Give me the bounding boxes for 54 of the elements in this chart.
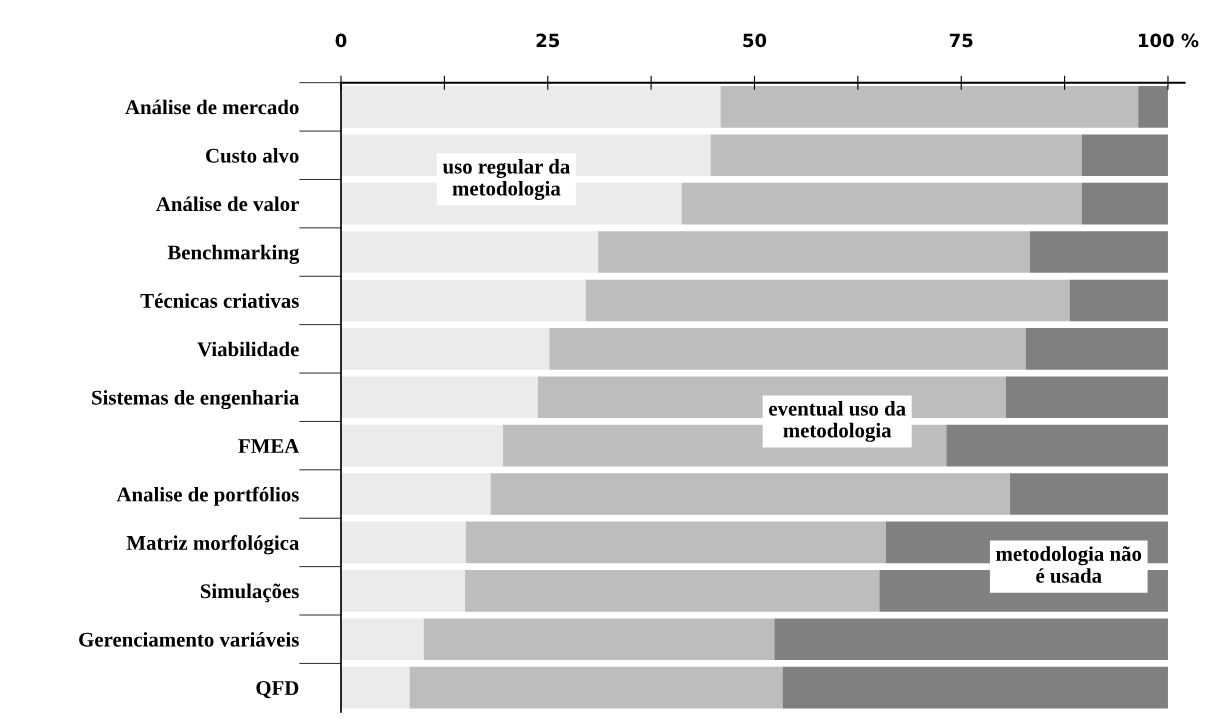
bar xyxy=(341,376,538,419)
bar xyxy=(341,473,491,515)
bar xyxy=(1138,86,1168,128)
bar xyxy=(341,618,424,661)
bar xyxy=(710,134,1082,177)
series-label: uso regular da metodologia xyxy=(442,158,570,200)
y-tick-label: Gerenciamento variáveis xyxy=(79,631,299,647)
bar xyxy=(1025,328,1168,370)
bar xyxy=(341,570,466,612)
y-tick-label: Análise de mercado xyxy=(125,99,299,115)
y-tick-label: Analise de portfólios xyxy=(116,486,299,506)
y-tick-label: Análise de valor xyxy=(156,196,299,212)
x-tick-label: 0 xyxy=(335,33,347,48)
bar xyxy=(549,328,1026,370)
y-tick-label: Técnicas criativas xyxy=(140,293,299,308)
bar xyxy=(465,521,886,564)
y-tick-label: FMEA xyxy=(238,439,300,453)
bar xyxy=(774,618,1168,661)
bar xyxy=(341,424,504,467)
y-tick-label: Viabilidade xyxy=(197,341,299,357)
bar xyxy=(1081,134,1168,177)
bar xyxy=(1005,376,1168,419)
bar xyxy=(782,666,1168,709)
y-tick-label: Custo alvo xyxy=(206,148,299,163)
bar xyxy=(1010,473,1168,515)
series-label: metodologia não é usada xyxy=(996,546,1142,583)
y-tick-label: QFD xyxy=(256,681,299,699)
bar xyxy=(1081,182,1168,225)
bar xyxy=(341,279,586,322)
bar xyxy=(341,86,721,128)
x-tick-label: 50 xyxy=(743,33,767,48)
bar xyxy=(341,328,550,370)
bar xyxy=(490,473,1011,515)
bar xyxy=(341,521,466,564)
bar xyxy=(409,666,783,709)
bar xyxy=(423,618,775,661)
bar xyxy=(341,231,599,273)
x-tick-label: 75 xyxy=(949,33,973,48)
bar xyxy=(341,666,410,709)
bar xyxy=(946,424,1168,467)
x-tick-label: 100 % xyxy=(1138,33,1199,48)
y-tick-label: Simulações xyxy=(200,583,299,603)
bar xyxy=(1069,279,1168,322)
y-tick-label: Matriz morfológica xyxy=(126,535,300,555)
bar xyxy=(598,231,1030,273)
bar xyxy=(1029,231,1168,273)
bar xyxy=(720,86,1139,128)
bar xyxy=(465,570,880,612)
x-tick-label: 25 xyxy=(536,33,560,48)
bar xyxy=(585,279,1070,322)
y-tick-label: Sistemas de engenharia xyxy=(92,390,300,410)
bar xyxy=(681,182,1082,225)
y-tick-label: Benchmarking xyxy=(167,244,300,264)
series-label: eventual uso da metodologia xyxy=(769,401,906,442)
